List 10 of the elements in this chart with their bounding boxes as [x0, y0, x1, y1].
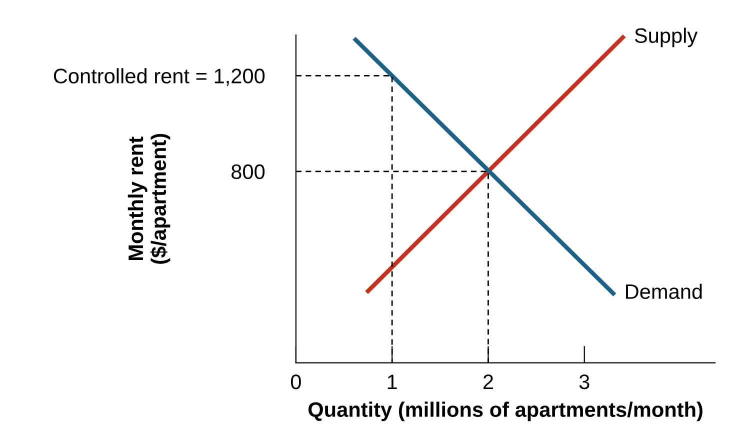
x-tick-label: 1 — [388, 374, 397, 390]
x-tick-label: 0 — [290, 374, 301, 390]
x-tick-label: 3 — [579, 374, 590, 390]
series-label: Supply — [634, 28, 698, 48]
x-axis-title: Quantity (millions of apartments/month) — [308, 402, 702, 422]
x-tick-label: 2 — [483, 374, 493, 390]
y-tick-label: 800 — [232, 164, 265, 180]
y-axis-title: Monthly rent ($/apartment) — [128, 134, 170, 264]
series-label: Demand — [626, 284, 702, 300]
y-tick-label: Controlled rent = 1,200 — [54, 68, 265, 86]
